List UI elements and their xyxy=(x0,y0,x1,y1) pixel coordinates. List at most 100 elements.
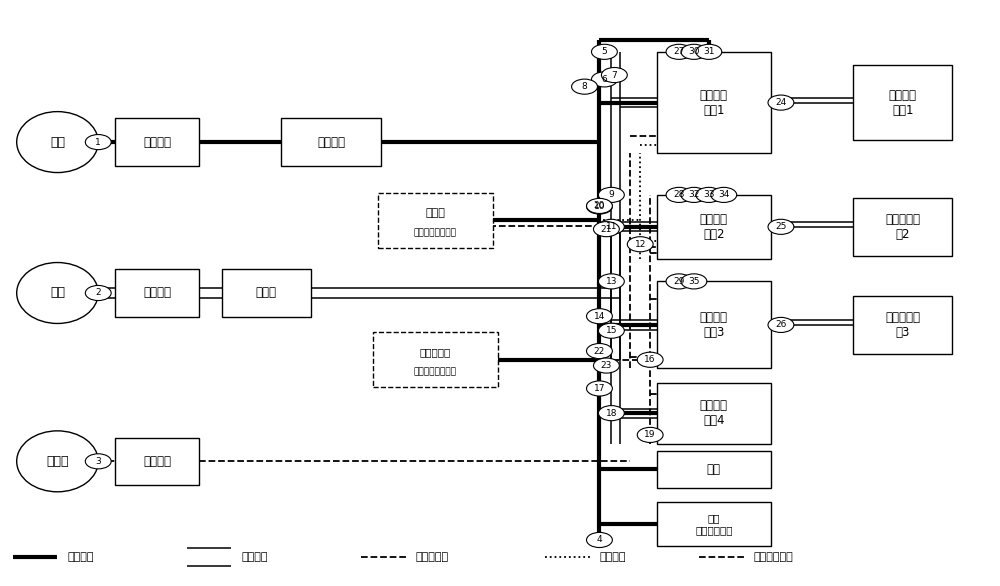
Bar xyxy=(115,118,199,166)
Text: 外供
（用能单位）: 外供 （用能单位） xyxy=(695,513,733,535)
Text: 次级用能
单位4: 次级用能 单位4 xyxy=(700,399,728,427)
Text: 14: 14 xyxy=(594,312,605,321)
Text: 12: 12 xyxy=(635,240,646,248)
Bar xyxy=(115,438,199,485)
Text: 压缩空气流向: 压缩空气流向 xyxy=(754,552,793,562)
Text: 2: 2 xyxy=(95,288,101,298)
Bar xyxy=(657,451,771,488)
Circle shape xyxy=(587,309,612,323)
Text: 压缩空气站: 压缩空气站 xyxy=(420,347,451,357)
Text: 自来水: 自来水 xyxy=(46,455,69,468)
Bar xyxy=(281,118,381,166)
Text: 8: 8 xyxy=(582,82,587,91)
Circle shape xyxy=(587,199,612,214)
Circle shape xyxy=(593,358,619,373)
Text: 18: 18 xyxy=(606,408,617,418)
Text: 用能单位: 用能单位 xyxy=(143,455,171,468)
Circle shape xyxy=(572,79,597,94)
Text: 32: 32 xyxy=(688,190,700,199)
Circle shape xyxy=(598,323,624,338)
Text: 主要用能设
备3: 主要用能设 备3 xyxy=(885,311,920,339)
Circle shape xyxy=(587,381,612,396)
Circle shape xyxy=(681,274,707,289)
Text: 蒸汽流向: 蒸汽流向 xyxy=(599,552,626,562)
Text: 用能单位: 用能单位 xyxy=(143,135,171,149)
Text: 31: 31 xyxy=(703,47,715,56)
Circle shape xyxy=(85,454,111,469)
Text: 29: 29 xyxy=(673,277,685,286)
Text: 次级用能
单位3: 次级用能 单位3 xyxy=(700,311,728,339)
Text: 15: 15 xyxy=(606,326,617,335)
Text: 变电站: 变电站 xyxy=(256,287,277,299)
Circle shape xyxy=(587,533,612,547)
Bar xyxy=(657,502,771,546)
Bar xyxy=(222,269,311,317)
Text: 主要用能
设备1: 主要用能 设备1 xyxy=(889,88,917,117)
Bar xyxy=(657,195,771,259)
Circle shape xyxy=(85,285,111,301)
Text: 22: 22 xyxy=(594,346,605,356)
Circle shape xyxy=(591,72,617,87)
Text: 3: 3 xyxy=(95,457,101,466)
Bar xyxy=(657,281,771,369)
Text: 次级用能
单位1: 次级用能 单位1 xyxy=(700,88,728,117)
Bar xyxy=(657,52,771,154)
Bar xyxy=(373,332,498,387)
Bar xyxy=(853,296,952,354)
Text: 原煤流向: 原煤流向 xyxy=(67,552,94,562)
Text: 24: 24 xyxy=(775,98,787,107)
Text: 用能单位: 用能单位 xyxy=(143,287,171,299)
Text: 13: 13 xyxy=(606,277,617,286)
Text: 6: 6 xyxy=(602,75,607,84)
Circle shape xyxy=(587,343,612,359)
Text: 9: 9 xyxy=(609,190,614,199)
Circle shape xyxy=(601,67,627,83)
Circle shape xyxy=(593,222,619,237)
Text: 11: 11 xyxy=(606,222,617,231)
Text: 电能流向: 电能流向 xyxy=(241,552,268,562)
Text: 34: 34 xyxy=(718,190,729,199)
Bar xyxy=(378,193,493,248)
Circle shape xyxy=(85,135,111,149)
Text: 16: 16 xyxy=(644,355,656,364)
Circle shape xyxy=(587,199,612,213)
Text: 其他: 其他 xyxy=(707,463,721,476)
Circle shape xyxy=(768,219,794,234)
Bar xyxy=(115,269,199,317)
Text: 蒸汽站: 蒸汽站 xyxy=(425,208,445,218)
Text: 1: 1 xyxy=(95,138,101,146)
Circle shape xyxy=(768,95,794,110)
Text: 原煤: 原煤 xyxy=(50,135,65,149)
Text: 19: 19 xyxy=(644,431,656,440)
Text: 20: 20 xyxy=(594,202,605,210)
Text: 21: 21 xyxy=(601,224,612,234)
Circle shape xyxy=(598,188,624,202)
Bar xyxy=(657,383,771,444)
Text: 35: 35 xyxy=(688,277,700,286)
Text: 33: 33 xyxy=(703,190,715,199)
Circle shape xyxy=(637,352,663,367)
Text: （主要用能单元）: （主要用能单元） xyxy=(414,228,457,237)
Text: 30: 30 xyxy=(688,47,700,56)
Text: 27: 27 xyxy=(673,47,685,56)
Text: 电能: 电能 xyxy=(50,287,65,299)
Circle shape xyxy=(666,45,692,59)
Circle shape xyxy=(598,274,624,289)
Text: 10: 10 xyxy=(594,202,605,211)
Circle shape xyxy=(627,237,653,252)
Circle shape xyxy=(666,188,692,202)
Text: 7: 7 xyxy=(611,70,617,80)
Text: 原煤站房: 原煤站房 xyxy=(317,135,345,149)
Text: 次级用能
单位2: 次级用能 单位2 xyxy=(700,213,728,241)
Circle shape xyxy=(696,45,722,59)
Circle shape xyxy=(598,406,624,421)
Circle shape xyxy=(768,318,794,332)
Circle shape xyxy=(637,427,663,442)
Circle shape xyxy=(598,219,624,234)
Circle shape xyxy=(591,45,617,59)
Text: 主要用能设
备2: 主要用能设 备2 xyxy=(885,213,920,241)
Circle shape xyxy=(666,274,692,289)
Bar xyxy=(853,198,952,256)
Text: （主要用能单元）: （主要用能单元） xyxy=(414,367,457,376)
Text: 23: 23 xyxy=(601,361,612,370)
